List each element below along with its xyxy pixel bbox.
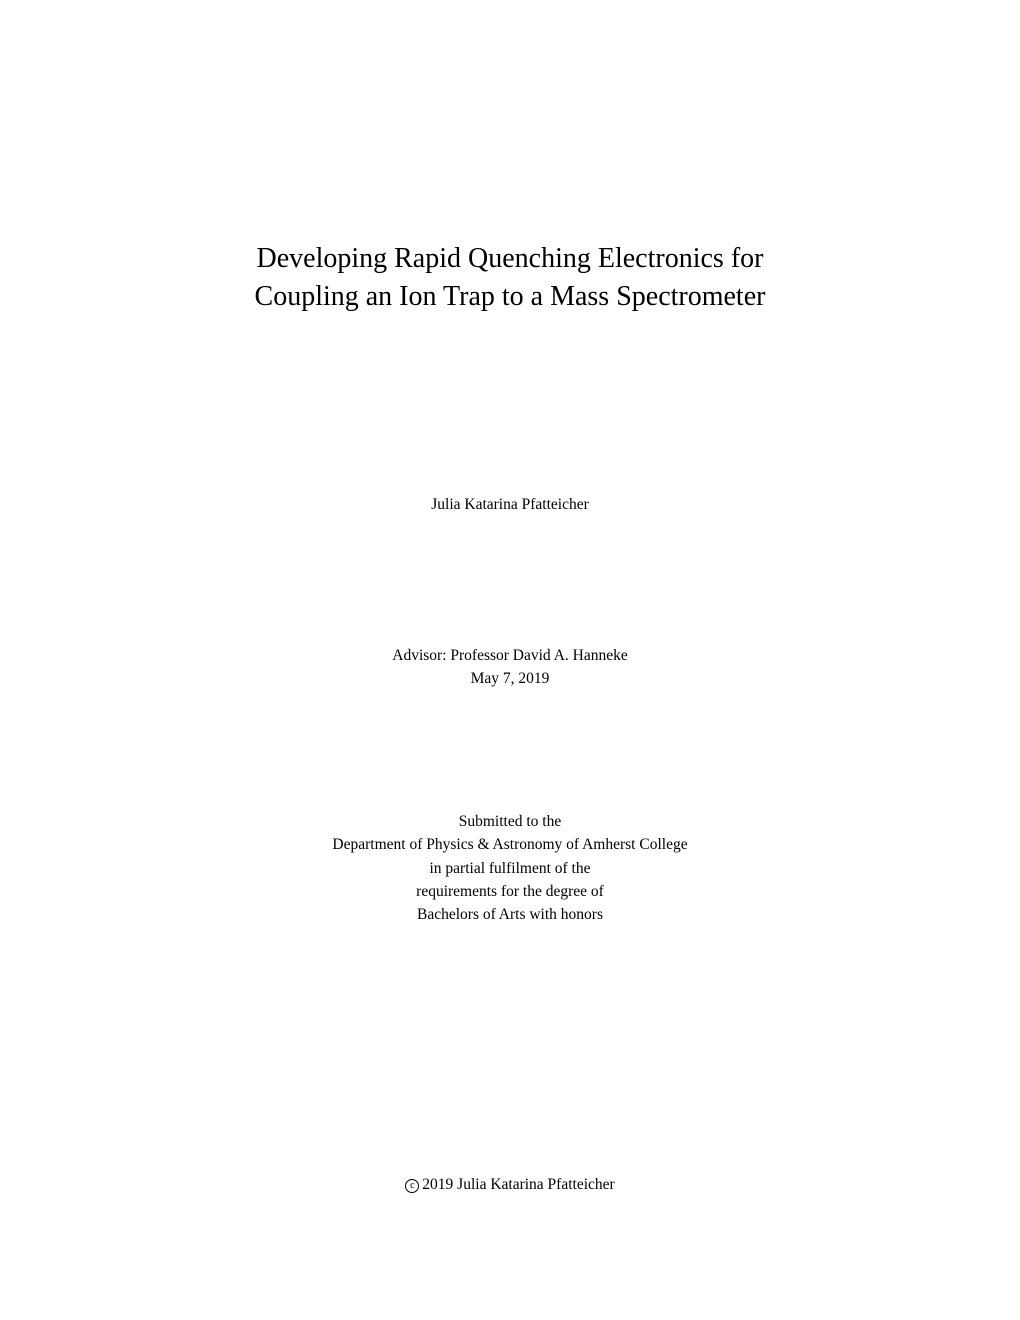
submitted-line-5: Bachelors of Arts with honors (332, 903, 687, 926)
submitted-block: Submitted to the Department of Physics &… (332, 810, 687, 926)
submitted-line-2: Department of Physics & Astronomy of Amh… (332, 833, 687, 856)
copyright-text: 2019 Julia Katarina Pfatteicher (422, 1176, 614, 1193)
submitted-line-3: in partial fulfilment of the (332, 857, 687, 880)
advisor-line: Advisor: Professor David A. Hanneke (392, 644, 627, 667)
submitted-line-4: requirements for the degree of (332, 880, 687, 903)
copyright-icon: c (405, 1179, 419, 1193)
advisor-block: Advisor: Professor David A. Hanneke May … (392, 644, 627, 691)
thesis-title: Developing Rapid Quenching Electronics f… (255, 240, 766, 316)
title-page: Developing Rapid Quenching Electronics f… (0, 0, 1020, 1320)
author-name: Julia Katarina Pfatteicher (431, 496, 589, 514)
submitted-line-1: Submitted to the (332, 810, 687, 833)
date-line: May 7, 2019 (392, 667, 627, 690)
title-line-1: Developing Rapid Quenching Electronics f… (255, 240, 766, 278)
title-line-2: Coupling an Ion Trap to a Mass Spectrome… (255, 278, 766, 316)
copyright-block: c2019 Julia Katarina Pfatteicher (405, 1176, 614, 1194)
